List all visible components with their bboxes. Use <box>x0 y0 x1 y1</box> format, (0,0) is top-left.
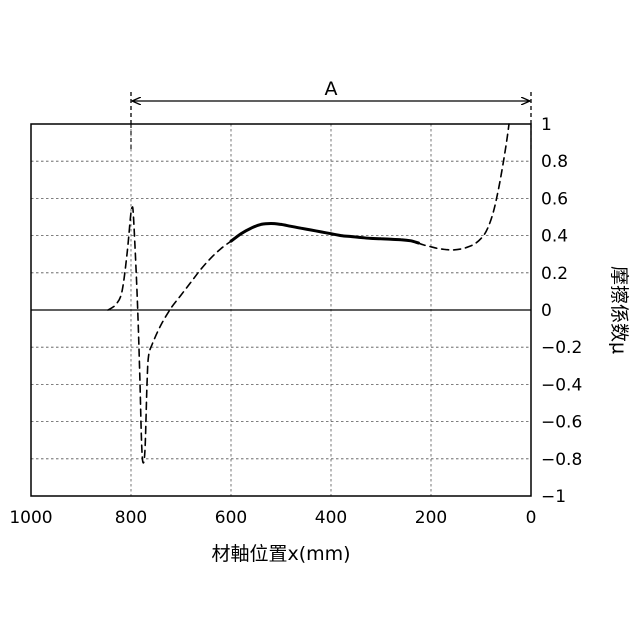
y-tick-label: 0.6 <box>541 189 568 209</box>
y-tick-label: −0.6 <box>541 413 582 433</box>
x-axis-title: 材軸位置x(mm) <box>211 543 350 565</box>
y-tick-label: −0.4 <box>541 375 582 395</box>
range-label: A <box>325 78 338 100</box>
y-axis-title: 摩擦係数μ <box>608 266 630 354</box>
series-line-3-dashed <box>419 124 510 250</box>
x-tick-label: 1000 <box>9 508 52 528</box>
y-tick-label: 0.8 <box>541 152 568 172</box>
y-tick-label: −0.2 <box>541 338 582 358</box>
y-tick-label: 0.4 <box>541 227 568 247</box>
series-line-2-solid <box>231 224 419 244</box>
y-tick-label: −1 <box>541 487 566 507</box>
y-tick-labels: 1 0.8 0.6 0.4 0.2 0 −0.2 −0.4 −0.6 −0.8 −1 <box>541 115 582 507</box>
y-tick-label: 0 <box>541 301 552 321</box>
x-tick-label: 200 <box>415 508 447 528</box>
x-tick-label: 800 <box>115 508 147 528</box>
y-tick-label: 0.2 <box>541 264 568 284</box>
x-tick-label: 600 <box>215 508 247 528</box>
x-tick-labels: 1000 800 600 400 200 0 <box>9 508 536 528</box>
series-line-1-dashed <box>108 207 231 463</box>
y-tick-label: −0.8 <box>541 450 582 470</box>
y-tick-label: 1 <box>541 115 552 135</box>
x-tick-label: 0 <box>526 508 537 528</box>
x-tick-label: 400 <box>315 508 347 528</box>
series-lines <box>108 124 509 463</box>
